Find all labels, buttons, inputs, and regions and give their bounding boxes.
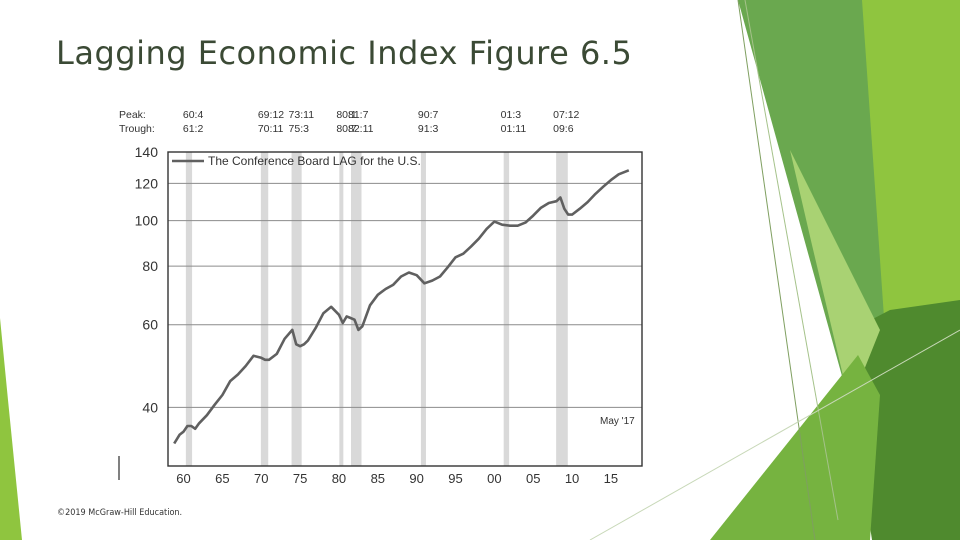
x-tick-label: 00 [487,471,501,486]
recession-peak-date: 73:11 [289,109,315,121]
recession-band [350,152,362,466]
recession-trough-date: 61:2 [183,123,204,135]
y-tick-label: 120 [135,175,159,191]
deco-shape-light-lower [790,150,880,405]
y-tick-label: 60 [142,317,158,333]
recession-peak-date: 01:3 [501,109,522,121]
recession-peak-date: 90:7 [418,109,439,121]
recession-peak-date: 60:4 [183,109,204,121]
deco-line-2 [744,0,839,521]
y-tick-label: 140 [135,144,159,160]
deco-shape-bottom [710,355,880,540]
recession-band [503,152,510,466]
recession-band [185,152,193,466]
recession-trough-date: 82:11 [348,123,374,135]
recession-peak-date: 69:12 [258,109,284,121]
recession-trough-date: 70:11 [258,123,284,135]
peak-label: Peak: [119,109,146,121]
x-tick-label: 05 [526,471,540,486]
recession-trough-date: 80:7 [336,123,357,135]
x-tick-label: 85 [371,471,385,486]
trough-label: Trough: [119,123,155,135]
x-tick-label: 10 [565,471,579,486]
recession-bands [185,152,568,466]
recession-band [260,152,269,466]
legend-label: The Conference Board LAG for the U.S. [208,154,421,168]
copyright-text: ©2019 McGraw-Hill Education. [57,508,183,518]
deco-shape-left-edge [0,318,22,540]
recession-band [556,152,568,466]
recession-date-labels: 60:4 61:2 69:12 70:11 73:11 75:3 80:1 80:7 81:7 8… [183,109,580,135]
recession-peak-date: 80:1 [336,109,357,121]
y-tick-label: 80 [142,258,158,274]
recession-peak-date: 81:7 [348,109,369,121]
x-tick-label: 80 [332,471,346,486]
deco-shape-bright [862,0,960,375]
x-tick-label: 15 [604,471,618,486]
y-tick-label: 100 [135,213,159,229]
x-tick-label: 90 [409,471,423,486]
x-tick-label: 95 [448,471,462,486]
recession-peak-date: 07:12 [553,109,579,121]
slide-title: Lagging Economic Index Figure 6.5 [56,34,633,72]
lag-series-line [173,169,630,445]
y-tick-labels: 40 60 80 100 120 140 [135,144,159,415]
recession-band [420,152,426,466]
recession-band [339,152,344,466]
x-tick-label: 75 [293,471,307,486]
y-tick-label: 40 [142,399,158,415]
date-note: May '17 [600,416,635,427]
deco-line-1 [737,0,816,540]
legend: The Conference Board LAG for the U.S. [172,154,421,168]
plot-frame [167,151,643,467]
gridlines [168,182,642,408]
recession-trough-date: 75:3 [289,123,310,135]
x-tick-label: 70 [254,471,268,486]
recession-trough-date: 09:6 [553,123,574,135]
x-tick-label: 60 [176,471,190,486]
recession-band [291,152,302,466]
x-tick-labels: 60 65 70 75 80 85 90 95 00 05 10 15 [176,471,618,486]
x-tick-label: 65 [215,471,229,486]
lagging-index-chart: 40 60 80 100 120 140 60 65 70 75 80 85 90 95 00 05 10 15… [118,109,643,486]
recession-trough-date: 01:11 [501,123,527,135]
deco-line-3 [589,329,960,540]
recession-trough-date: 91:3 [418,123,439,135]
